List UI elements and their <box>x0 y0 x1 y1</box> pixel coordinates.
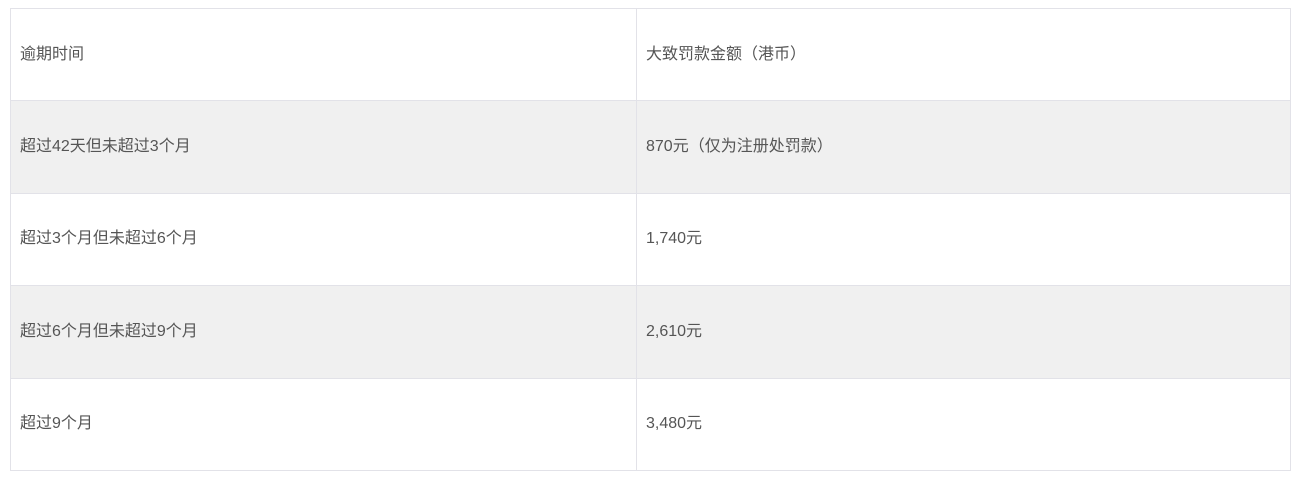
fine-schedule-table: 逾期时间 大致罚款金额（港币） 超过42天但未超过3个月 870元（仅为注册处罚… <box>10 7 1291 472</box>
cell-fine-amount: 3,480元 <box>636 377 1291 472</box>
cell-fine-amount: 870元（仅为注册处罚款） <box>636 100 1291 194</box>
table-row: 超过9个月 3,480元 <box>10 377 1291 472</box>
table-header-row: 逾期时间 大致罚款金额（港币） <box>10 7 1291 102</box>
cell-overdue-period: 超过3个月但未超过6个月 <box>10 192 637 287</box>
cell-overdue-period: 超过42天但未超过3个月 <box>10 100 637 194</box>
cell-fine-amount: 2,610元 <box>636 285 1291 379</box>
table-row: 超过42天但未超过3个月 870元（仅为注册处罚款） <box>10 100 1291 194</box>
cell-fine-amount: 1,740元 <box>636 192 1291 287</box>
column-header-overdue-period: 逾期时间 <box>10 7 637 102</box>
cell-overdue-period: 超过6个月但未超过9个月 <box>10 285 637 379</box>
table-row: 超过6个月但未超过9个月 2,610元 <box>10 285 1291 379</box>
table-row: 超过3个月但未超过6个月 1,740元 <box>10 192 1291 287</box>
column-header-fine-amount: 大致罚款金额（港币） <box>636 7 1291 102</box>
cell-overdue-period: 超过9个月 <box>10 377 637 472</box>
